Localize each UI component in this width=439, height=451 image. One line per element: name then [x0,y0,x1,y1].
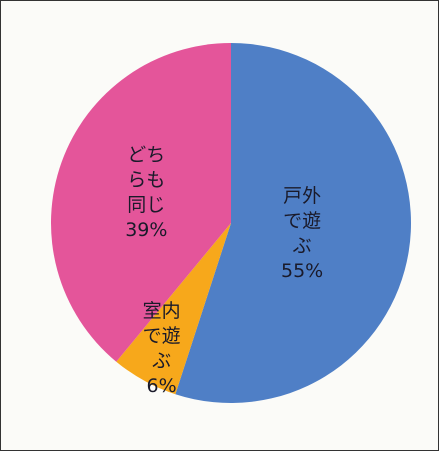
category-label: 戸外で遊ぶ [283,185,322,258]
category-label: 室内で遊ぶ [142,300,181,373]
slice-label: 室内で遊ぶ 6% [140,299,184,399]
pie-slice [51,43,231,362]
pie-slice [116,223,231,395]
slice-label: 戸外で遊ぶ 55% [280,184,324,284]
value-label: 39% [125,218,168,241]
pie-slice [175,43,411,404]
category-label: どちらも同じ [127,143,166,216]
value-label: 55% [280,260,324,283]
slice-label: どちらも同じ 39% [124,143,168,243]
value-label: 6% [146,375,177,398]
